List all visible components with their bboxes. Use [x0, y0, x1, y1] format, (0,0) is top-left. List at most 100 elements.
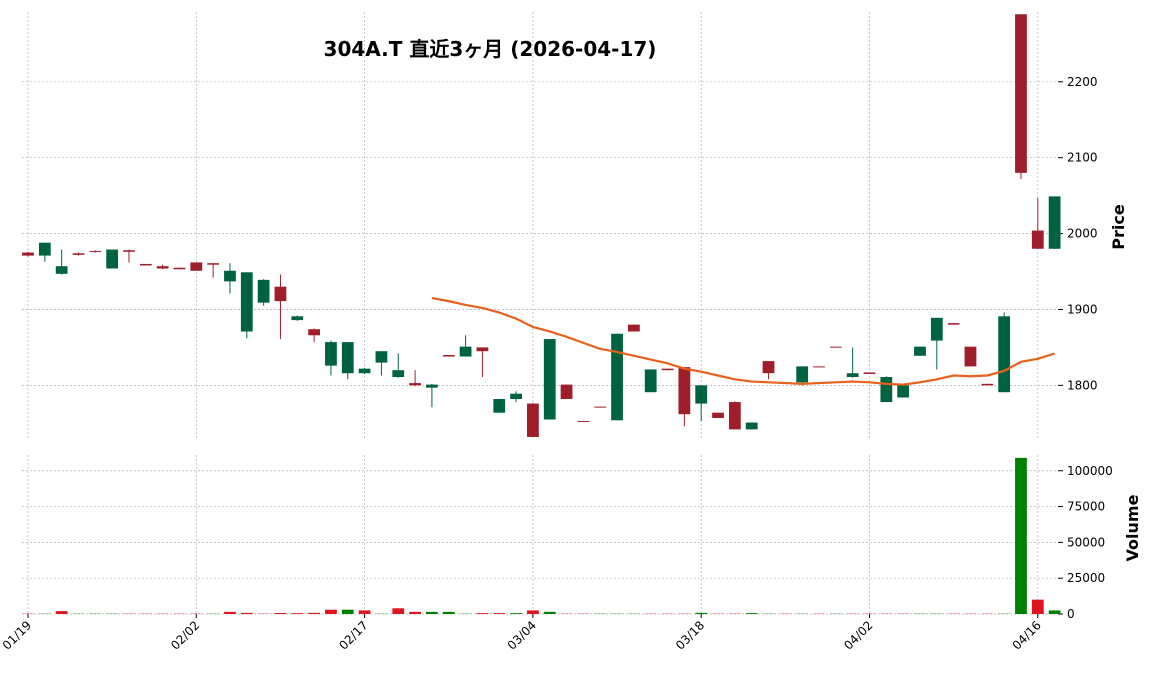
x-tick-label: 03/18 [673, 618, 707, 652]
candle-body [796, 366, 808, 382]
candle-body [1032, 231, 1044, 249]
candle-body [460, 347, 472, 357]
volume-bar [359, 610, 371, 614]
x-tick-label: 04/02 [841, 618, 875, 652]
candle-body [224, 271, 236, 282]
volume-bar [308, 613, 320, 614]
y-tick-label: 1800 [1067, 378, 1098, 392]
candle-body [325, 342, 337, 366]
candle-body [409, 383, 421, 385]
candle-body [544, 339, 556, 419]
candle-body [914, 347, 926, 356]
y2-axis-label: Volume [1123, 494, 1142, 561]
volume-bar [477, 613, 489, 614]
candle-body [275, 287, 287, 301]
y2-tick-label: 50000 [1067, 535, 1105, 549]
y2-tick-label: 25000 [1067, 571, 1105, 585]
volume-bar [544, 612, 556, 614]
candle-body [157, 266, 169, 268]
volume-bar [291, 613, 303, 614]
candle-body [611, 334, 623, 421]
candle-body [426, 385, 438, 388]
y-axis-label: Price [1109, 204, 1128, 250]
candle-body [106, 250, 118, 269]
candle-body [39, 243, 51, 256]
candle-body [493, 399, 505, 413]
candle-body [241, 272, 253, 331]
volume-bar [275, 613, 287, 614]
candle-body [864, 372, 876, 374]
x-tick-label: 02/17 [336, 618, 370, 652]
candle-body [392, 370, 404, 377]
volume-bar [695, 613, 707, 614]
candle-body [510, 394, 522, 399]
candle-body [662, 369, 674, 371]
volume-bar [409, 612, 421, 614]
candle-body [746, 423, 758, 430]
candle-body [291, 316, 303, 320]
candle-body [258, 280, 270, 303]
volume-bar [746, 613, 758, 614]
volume-bar [325, 610, 337, 614]
candle-body [1049, 196, 1061, 248]
candle-body [830, 347, 842, 348]
candle-body [308, 329, 320, 335]
candle-body [948, 323, 960, 325]
candle-body [342, 342, 354, 373]
candle-body [897, 385, 909, 397]
candle-body [813, 366, 825, 367]
candle-body [1015, 14, 1027, 173]
moving-average-line [432, 298, 1055, 385]
candle-body [577, 421, 589, 422]
volume-bar [224, 612, 236, 614]
y-tick-label: 1900 [1067, 302, 1098, 316]
candle-body [443, 355, 455, 357]
candle-body [376, 351, 388, 362]
candle-body [594, 407, 606, 408]
candle-body [931, 318, 943, 341]
candle-body [763, 361, 775, 373]
candle-body [998, 316, 1010, 392]
candle-body [174, 268, 186, 270]
candle-body [628, 325, 640, 332]
candle-body [140, 264, 152, 266]
y-tick-label: 2000 [1067, 227, 1098, 241]
candle-body [981, 384, 993, 386]
candle-body [965, 347, 977, 367]
candle-body [22, 253, 34, 256]
y-tick-label: 2200 [1067, 75, 1098, 89]
volume-bar [426, 612, 438, 614]
candle-body [527, 404, 539, 437]
y2-tick-label: 0 [1067, 607, 1075, 621]
volume-bar [527, 610, 539, 614]
x-tick-label: 01/19 [0, 618, 34, 652]
candle-body [712, 413, 724, 418]
candle-body [207, 263, 219, 265]
volume-bar [392, 608, 404, 614]
candle-body [73, 253, 85, 255]
candle-body [847, 373, 859, 377]
x-tick-label: 02/02 [168, 618, 202, 652]
volume-bar [241, 613, 253, 614]
candle-body [123, 250, 135, 252]
volume-bar [1049, 610, 1061, 614]
candle-body [729, 402, 741, 429]
candle-body [477, 347, 489, 351]
candle-body [359, 369, 371, 374]
candle-body [190, 262, 202, 270]
candle-body [695, 385, 707, 403]
x-tick-label: 04/16 [1010, 618, 1044, 652]
candle-body [56, 266, 68, 274]
candle-body [561, 385, 573, 399]
y2-tick-label: 100000 [1067, 464, 1113, 478]
y-tick-label: 2100 [1067, 151, 1098, 165]
volume-bar [1015, 458, 1027, 614]
candle-body [880, 377, 892, 402]
volume-bar [510, 613, 522, 614]
volume-bar [342, 610, 354, 614]
volume-bar [56, 611, 68, 614]
candle-body [89, 251, 101, 252]
candle-body [678, 367, 690, 414]
volume-bar [493, 613, 505, 614]
